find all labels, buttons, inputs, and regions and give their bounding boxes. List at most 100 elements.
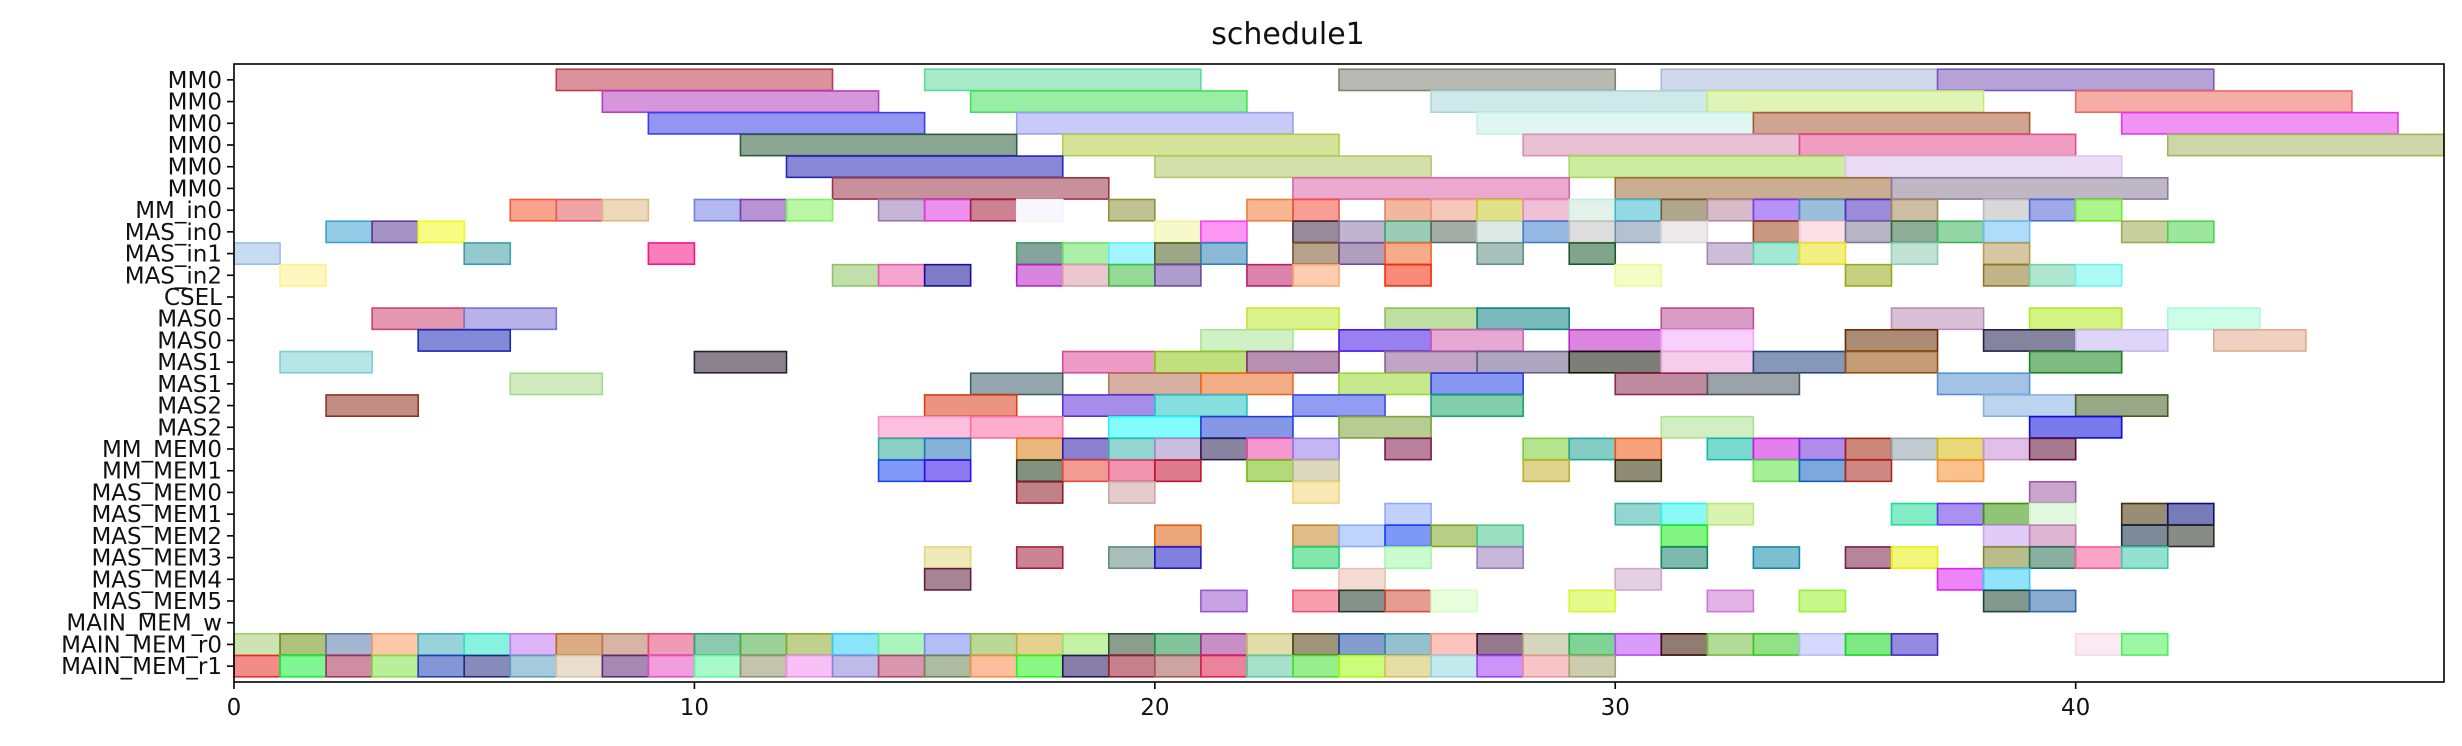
x-tick-label-0: 0 — [227, 695, 242, 721]
task-bar-row21-2 — [1338, 524, 1386, 548]
task-bar-row16-5 — [1660, 415, 1755, 439]
task-bar-row27-22 — [1246, 654, 1294, 678]
task-bar-row21-3 — [1384, 524, 1432, 548]
task-bar-row26-35 — [1844, 632, 1893, 656]
x-tick-label-3: 30 — [1601, 695, 1630, 721]
task-bar-row5-0 — [831, 176, 1110, 200]
task-bar-row6-18 — [1614, 198, 1663, 222]
task-bar-row17-7 — [1246, 437, 1294, 461]
chart-title: schedule1 — [1211, 17, 1365, 52]
task-bar-row27-2 — [325, 654, 373, 678]
task-bar-row26-22 — [1246, 632, 1294, 656]
task-bar-row26-23 — [1292, 632, 1340, 656]
task-bar-row13-7 — [1568, 350, 1663, 374]
task-bar-row12-6 — [1844, 328, 1939, 352]
task-bar-row16-1 — [969, 415, 1064, 439]
task-bar-row14-5 — [1430, 372, 1524, 396]
task-bar-row22-1 — [1015, 546, 1064, 570]
task-bar-row27-13 — [831, 654, 880, 678]
task-bar-row5-1 — [1292, 176, 1571, 200]
y-tick-label-15: MAS2 — [157, 394, 222, 420]
task-bar-row18-11 — [1798, 459, 1847, 483]
task-bar-row26-6 — [509, 632, 558, 656]
task-bar-row22-8 — [1752, 546, 1801, 570]
task-bar-row11-7 — [2028, 307, 2123, 331]
task-bar-row22-3 — [1154, 546, 1202, 570]
task-bar-row12-3 — [1430, 328, 1524, 352]
task-bar-row26-33 — [1752, 632, 1801, 656]
task-bar-row8-12 — [1476, 242, 1524, 266]
task-bar-row21-6 — [1660, 524, 1709, 548]
task-bar-row4-1 — [1154, 155, 1432, 179]
task-bar-row6-17 — [1568, 198, 1617, 222]
task-bar-row26-0 — [233, 632, 281, 656]
task-bar-row2-3 — [1752, 111, 2031, 135]
task-bar-row26-11 — [739, 632, 788, 656]
task-bar-row27-8 — [601, 654, 650, 678]
task-bar-row27-17 — [1015, 654, 1064, 678]
task-bar-row24-0 — [1200, 589, 1248, 613]
task-bar-row18-2 — [1015, 459, 1064, 483]
task-bar-row7-19 — [1982, 220, 2031, 244]
task-bar-row15-5 — [1430, 394, 1524, 418]
task-bar-row27-11 — [739, 654, 788, 678]
task-bar-row12-7 — [1982, 328, 2077, 352]
task-bar-row9-9 — [1292, 263, 1340, 287]
task-bar-row24-1 — [1292, 589, 1340, 613]
task-bar-row18-4 — [1107, 459, 1156, 483]
task-bar-row7-10 — [1522, 220, 1571, 244]
task-bar-row27-16 — [969, 654, 1018, 678]
task-bar-row26-8 — [601, 632, 650, 656]
task-bar-row11-1 — [463, 307, 558, 331]
task-bar-row26-5 — [463, 632, 512, 656]
task-bar-row0-3 — [1660, 68, 1939, 92]
y-tick-label-23: MAS_MEM4 — [91, 567, 222, 593]
task-bar-row7-3 — [1154, 220, 1202, 244]
task-bar-row7-9 — [1476, 220, 1524, 244]
task-bar-row26-38 — [2120, 632, 2169, 656]
y-tick-label-16: MAS2 — [157, 415, 222, 441]
task-bar-row6-12 — [1292, 198, 1340, 222]
task-bar-row8-11 — [1384, 242, 1432, 266]
y-tick-label-22: MAS_MEM3 — [91, 546, 222, 572]
task-bar-row13-8 — [1660, 350, 1755, 374]
task-bar-row8-2 — [647, 242, 696, 266]
task-bar-row27-6 — [509, 654, 558, 678]
task-bar-row8-9 — [1292, 242, 1340, 266]
task-bar-row11-5 — [1660, 307, 1755, 331]
axes-frame — [233, 63, 2445, 683]
task-bar-row17-14 — [1752, 437, 1801, 461]
task-bar-row17-18 — [1936, 437, 1985, 461]
y-tick-label-8: MAS_in1 — [125, 242, 222, 268]
task-bar-row21-10 — [2166, 524, 2215, 548]
task-bar-row15-7 — [2074, 394, 2169, 418]
task-bar-row21-0 — [1154, 524, 1202, 548]
task-bar-row18-6 — [1246, 459, 1294, 483]
task-bar-row17-9 — [1384, 437, 1432, 461]
task-bar-row17-10 — [1522, 437, 1571, 461]
task-bar-row22-2 — [1107, 546, 1156, 570]
y-tick-label-14: MAS1 — [157, 372, 222, 398]
task-bar-row6-0 — [509, 198, 558, 222]
y-tick-label-3: MM0 — [168, 133, 222, 159]
task-bar-row26-9 — [647, 632, 696, 656]
task-bar-row14-3 — [1200, 372, 1294, 396]
task-bar-row4-2 — [1568, 155, 1847, 179]
task-bar-row9-6 — [1107, 263, 1156, 287]
task-bar-row8-8 — [1200, 242, 1248, 266]
task-bar-row16-4 — [1338, 415, 1432, 439]
task-bar-row3-0 — [739, 133, 1018, 157]
task-bar-row20-6 — [1982, 502, 2031, 526]
task-bar-row8-18 — [1982, 242, 2031, 266]
task-bar-row26-24 — [1338, 632, 1386, 656]
task-bar-row19-0 — [1015, 480, 1064, 504]
task-bar-row27-27 — [1476, 654, 1524, 678]
task-bar-row8-17 — [1890, 242, 1939, 266]
task-bar-row13-3 — [1154, 350, 1248, 374]
task-bar-row13-1 — [693, 350, 788, 374]
task-bar-row17-8 — [1292, 437, 1340, 461]
task-bar-row1-3 — [1706, 90, 1985, 114]
task-bar-row1-2 — [1430, 90, 1709, 114]
task-bar-row26-34 — [1798, 632, 1847, 656]
